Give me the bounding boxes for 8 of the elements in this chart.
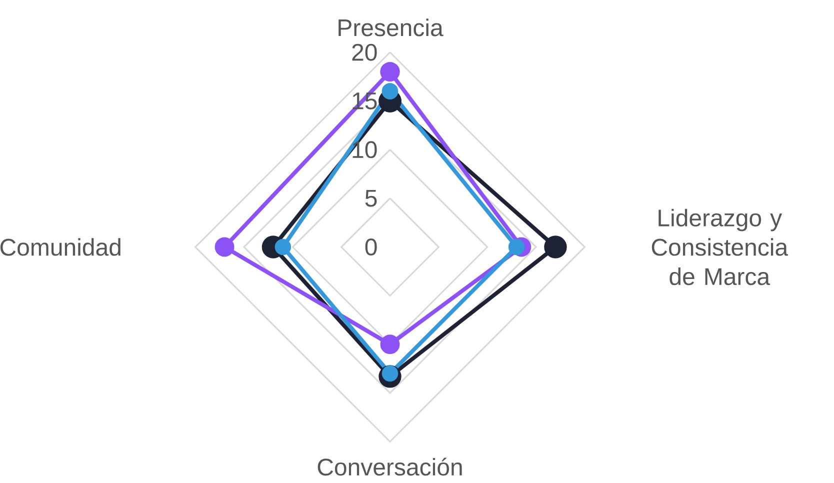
y-tick-label: 20 xyxy=(352,44,377,61)
spoke-label: Liderazgo y Consistencia de Marca xyxy=(652,208,788,286)
spoke-label: Conversación xyxy=(318,458,462,476)
spoke-label: Presencia xyxy=(338,18,444,36)
y-tick-label: 0 xyxy=(365,238,377,256)
spoke-label: Comunidad xyxy=(0,238,120,256)
y-tick-label: 5 xyxy=(365,190,377,207)
y-tick-label: 10 xyxy=(352,141,377,158)
